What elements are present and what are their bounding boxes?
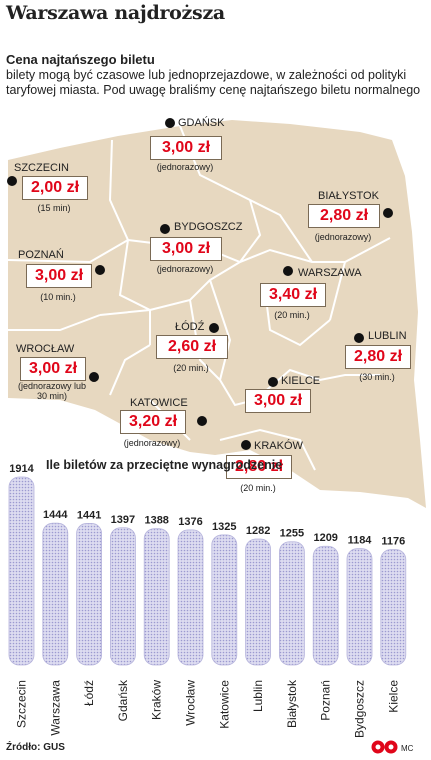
city-dot	[89, 372, 99, 382]
source-note: Źródło: GUS	[6, 742, 65, 753]
bar-value-label: 1444	[43, 509, 68, 521]
bar	[245, 538, 272, 666]
bar-category-label: Szczecin	[15, 680, 29, 728]
bar-category-label: Gdańsk	[116, 679, 130, 721]
city-price: 3,00 zł	[150, 136, 222, 160]
city-name: BIAŁYSTOK	[318, 190, 379, 202]
city-price: 3,00 zł	[26, 264, 92, 288]
bar	[42, 522, 69, 666]
bar-value-label: 1255	[280, 528, 304, 540]
city-ticket-note: (20 min.)	[240, 483, 276, 493]
city-dot	[383, 208, 393, 218]
bar	[312, 545, 339, 666]
bar-value-label: 1397	[111, 514, 135, 526]
bar-category-label: Warszawa	[48, 680, 62, 736]
city-ticket-note: (20 min.)	[173, 363, 209, 373]
bar-category-label: Bydgoszcz	[353, 680, 367, 738]
city-price: 3,20 zł	[120, 410, 186, 434]
description: bilety mogą być czasowe lub jednoprzejaz…	[6, 68, 421, 97]
city-ticket-note: (jednorazowy)	[156, 162, 214, 172]
city-price: 3,40 zł	[260, 283, 326, 307]
city-ticket-note: (15 min)	[37, 203, 71, 213]
city-ticket-note: (jednorazowy)	[314, 232, 372, 242]
city-dot	[160, 224, 170, 234]
page-title: Warszawa najdroższa	[6, 2, 225, 24]
city-name: POZNAŃ	[18, 249, 64, 261]
bar	[278, 541, 305, 666]
city-name: KATOWICE	[130, 397, 188, 409]
city-ticket-note: (30 min.)	[359, 372, 395, 382]
city-price: 3,00 zł	[20, 357, 86, 381]
city-ticket-note: (10 min.)	[40, 292, 76, 302]
bar	[380, 549, 407, 666]
bar-value-label: 1388	[144, 515, 168, 527]
city-dot	[283, 266, 293, 276]
bar-category-label: Łódź	[82, 680, 96, 706]
city-name: WROCŁAW	[16, 343, 75, 355]
city-name: SZCZECIN	[14, 162, 69, 174]
city-dot	[209, 323, 219, 333]
city-ticket-note: (jednorazowy)	[123, 438, 181, 448]
bar-value-label: 1209	[313, 532, 337, 544]
city-ticket-note: (jednorazowy)	[156, 264, 214, 274]
city-price: 2,00 zł	[22, 176, 88, 200]
bar	[143, 528, 170, 666]
city-dot	[354, 333, 364, 343]
city-name: ŁÓDŹ	[175, 321, 205, 333]
city-dot	[165, 118, 175, 128]
city-dot	[197, 416, 207, 426]
bar-value-label: 1441	[77, 509, 101, 521]
city-name: WARSZAWA	[298, 267, 362, 279]
credit: MC	[401, 744, 414, 753]
bar-value-label: 1282	[246, 525, 270, 537]
bar	[211, 534, 238, 666]
bar	[177, 529, 204, 666]
bar-category-label: Wrocław	[184, 680, 198, 726]
city-price: 2,80 zł	[226, 455, 292, 479]
city-dot	[7, 176, 17, 186]
city-price: 3,00 zł	[245, 389, 311, 413]
city-name: KRAKÓW	[254, 440, 303, 452]
city-price: 2,60 zł	[156, 335, 228, 359]
city-price: 2,80 zł	[308, 204, 380, 228]
bar	[346, 548, 373, 666]
bar-category-label: Lublin	[251, 680, 265, 712]
bar-chart-title: Ile biletów za przeciętne wynagrodzenie	[46, 458, 283, 472]
city-price: 2,80 zł	[345, 345, 411, 369]
bar-category-label: Białystok	[285, 679, 299, 728]
city-dot	[268, 377, 278, 387]
city-ticket-note: (jednorazowy lub 30 min)	[17, 381, 87, 401]
bar	[76, 523, 102, 666]
bar-value-label: 1376	[178, 516, 202, 528]
bar-category-label: Kielce	[386, 680, 400, 713]
city-ticket-note: (20 min.)	[274, 310, 310, 320]
bar-value-label: 1176	[381, 535, 405, 547]
city-name: GDAŃSK	[178, 117, 225, 129]
city-dot	[241, 440, 251, 450]
city-name: KIELCE	[281, 375, 321, 387]
subtitle: Cena najtańszego biletu	[6, 52, 155, 67]
bar-value-label: 1914	[9, 463, 34, 475]
bar-value-label: 1184	[348, 535, 373, 547]
publisher-logo-icon	[371, 740, 398, 754]
city-price: 3,00 zł	[150, 237, 222, 261]
bar-value-label: 1325	[212, 521, 236, 533]
bar	[8, 476, 35, 666]
city-name: BYDGOSZCZ	[174, 221, 243, 233]
bar	[110, 527, 136, 666]
city-dot	[95, 265, 105, 275]
bar-category-label: Kraków	[150, 680, 164, 720]
bar-category-label: Poznań	[319, 680, 333, 721]
bar-category-label: Katowice	[217, 680, 231, 729]
city-name: LUBLIN	[368, 330, 407, 342]
